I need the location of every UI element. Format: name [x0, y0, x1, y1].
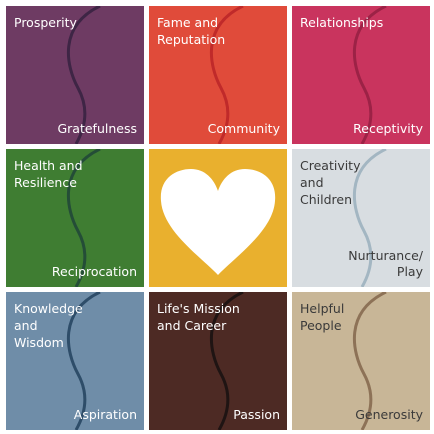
s-curve	[66, 149, 101, 287]
tile-keyword: Community	[207, 121, 280, 136]
tile-title: Knowledge and Wisdom	[14, 301, 83, 350]
tile-keyword: Gratefulness	[57, 121, 137, 136]
tile-health-and-resilience: Health and Resilience Reciprocation	[6, 149, 144, 287]
tile-keyword: Nurturance/ Play	[348, 248, 423, 279]
tile-knowledge-and-wisdom: Knowledge and Wisdom Aspiration	[6, 292, 144, 430]
bagua-grid: Prosperity Gratefulness Fame and Reputat…	[6, 6, 430, 430]
tile-keyword: Passion	[233, 407, 280, 422]
tile-creativity-and-children: Creativity and Children Nurturance/ Play	[292, 149, 430, 287]
s-curve	[352, 292, 387, 430]
s-curve	[66, 6, 101, 144]
tile-title: Helpful People	[300, 301, 345, 333]
heart-icon	[160, 169, 276, 275]
s-curve	[352, 149, 387, 287]
s-curve	[66, 292, 101, 430]
tile-title: Fame and Reputation	[157, 15, 226, 47]
tile-helpful-people: Helpful People Generosity	[292, 292, 430, 430]
tile-center-heart	[149, 149, 287, 287]
tile-fame-and-reputation: Fame and Reputation Community	[149, 6, 287, 144]
s-curve	[209, 6, 244, 144]
tile-title: Relationships	[300, 15, 384, 30]
tile-keyword: Aspiration	[73, 407, 137, 422]
tile-prosperity: Prosperity Gratefulness	[6, 6, 144, 144]
tile-lifes-mission-and-career: Life's Mission and Career Passion	[149, 292, 287, 430]
tile-keyword: Generosity	[355, 407, 423, 422]
tile-title: Prosperity	[14, 15, 77, 30]
s-curve	[209, 292, 244, 430]
s-curve	[352, 6, 387, 144]
tile-keyword: Reciprocation	[51, 264, 137, 279]
tile-title: Health and Resilience	[14, 158, 83, 190]
tile-title: Creativity and Children	[300, 158, 361, 207]
tile-title: Life's Mission and Career	[157, 301, 240, 333]
tile-keyword: Receptivity	[353, 121, 423, 136]
tile-relationships: Relationships Receptivity	[292, 6, 430, 144]
